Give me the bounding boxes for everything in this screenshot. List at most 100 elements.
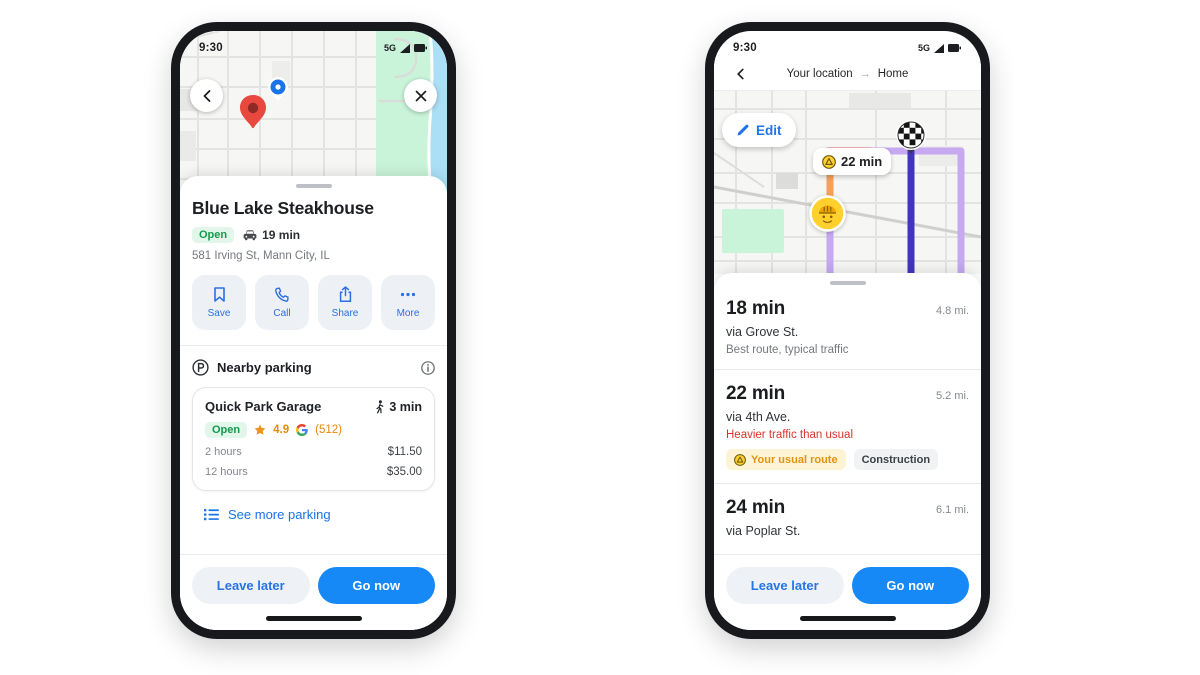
close-button[interactable] (404, 79, 437, 112)
action-label: Share (331, 308, 359, 319)
pencil-icon (737, 124, 749, 136)
route-map-canvas (714, 91, 981, 274)
route-map-view[interactable]: Edit 22 min (714, 91, 981, 274)
signal-icon (934, 43, 944, 53)
destination-flag-marker (896, 120, 926, 154)
usual-route-badge-label: Your usual route (751, 453, 838, 466)
clock: 9:30 (733, 42, 757, 54)
phone-left: 9:30 5G (171, 22, 456, 639)
more-button[interactable]: More (381, 275, 435, 330)
route-option-3[interactable]: 24 min 6.1 mi. via Poplar St. (714, 484, 981, 551)
construction-map-marker[interactable] (809, 195, 846, 237)
save-button[interactable]: Save (192, 275, 246, 330)
garage-open-badge: Open (205, 422, 248, 438)
footer-divider (714, 554, 981, 555)
back-button[interactable] (190, 79, 223, 112)
chevron-left-icon (736, 68, 744, 80)
usual-route-icon (734, 453, 746, 466)
place-name: Blue Lake Steakhouse (192, 198, 374, 218)
route-divider (714, 483, 981, 484)
parking-icon (192, 359, 209, 376)
construction-worker-icon (809, 195, 846, 232)
origin-label[interactable]: Your location (786, 67, 853, 80)
destination-pin (240, 95, 266, 129)
edit-label: Edit (756, 122, 782, 138)
routes-card: 18 min 4.8 mi. via Grove St. Best route,… (714, 273, 981, 630)
share-icon (339, 286, 351, 302)
parking-garage-card[interactable]: Quick Park Garage 3 min Open 4.9 (512) (192, 387, 435, 491)
garage-review-count: (512) (315, 424, 342, 436)
share-button[interactable]: Share (318, 275, 372, 330)
usual-route-time-callout[interactable]: 22 min (813, 148, 892, 175)
go-now-button[interactable]: Go now (317, 567, 435, 604)
info-icon[interactable] (421, 360, 435, 375)
phone-right: 9:30 5G Your location → Home (705, 22, 990, 639)
route-divider (714, 369, 981, 370)
section-divider (180, 345, 447, 346)
route-time: 18 min (726, 298, 785, 319)
garage-name: Quick Park Garage (205, 399, 322, 414)
footer-divider (180, 554, 447, 555)
back-button[interactable] (727, 61, 753, 87)
action-label: Save (207, 308, 231, 319)
map-view[interactable] (180, 31, 447, 201)
car-icon (243, 230, 257, 241)
price-row: 2 hours $11.50 (205, 446, 422, 458)
go-now-button[interactable]: Go now (851, 567, 969, 604)
right-footer: Leave later Go now (714, 554, 981, 630)
home-indicator[interactable] (265, 616, 362, 621)
left-footer: Leave later Go now (180, 554, 447, 630)
clock: 9:30 (199, 42, 223, 54)
google-icon (296, 424, 308, 436)
network-label: 5G (917, 43, 930, 53)
drive-time: 19 min (243, 228, 300, 242)
battery-icon (414, 44, 427, 52)
action-bar: Save Call Share More (192, 275, 435, 330)
route-distance: 6.1 mi. (935, 504, 969, 516)
call-button[interactable]: Call (255, 275, 309, 330)
route-via: via Poplar St. (726, 524, 801, 538)
route-via: via Grove St. (726, 325, 799, 339)
usual-route-icon (822, 154, 836, 169)
usual-route-badge: Your usual route (726, 449, 846, 470)
edit-route-button[interactable]: Edit (722, 113, 796, 147)
chevron-left-icon (203, 89, 210, 102)
signal-icon (400, 43, 410, 53)
construction-badge: Construction (853, 449, 939, 470)
route-option-2[interactable]: 22 min 5.2 mi. via 4th Ave. Heavier traf… (714, 370, 981, 483)
price-amount: $35.00 (386, 466, 422, 478)
garage-rating: 4.9 (273, 424, 290, 436)
price-duration: 12 hours (205, 466, 248, 478)
list-icon (204, 509, 219, 521)
route-option-1[interactable]: 18 min 4.8 mi. via Grove St. Best route,… (714, 285, 981, 369)
phone-icon (275, 287, 289, 302)
route-alt-purple (864, 147, 965, 274)
route-header: Your location → Home (714, 57, 981, 91)
place-info: Blue Lake Steakhouse Open 19 min 581 Irv… (180, 188, 447, 262)
leave-later-button[interactable]: Leave later (192, 567, 310, 604)
usual-route-time: 22 min (841, 154, 883, 169)
route-time: 24 min (726, 497, 785, 518)
star-icon (254, 424, 266, 435)
sheet-drag-handle[interactable] (829, 281, 866, 285)
home-indicator[interactable] (799, 616, 896, 621)
route-traffic-warning: Heavier traffic than usual (726, 429, 853, 441)
nearby-parking-section: Nearby parking Quick Park Garage 3 min O… (180, 346, 447, 522)
place-address: 581 Irving St, Mann City, IL (192, 250, 330, 262)
price-amount: $11.50 (387, 446, 422, 458)
open-status-badge: Open (192, 227, 235, 243)
route-arrow-icon: → (859, 67, 871, 80)
route-time: 22 min (726, 383, 785, 404)
price-duration: 2 hours (205, 446, 242, 458)
see-more-parking-link[interactable]: See more parking (192, 491, 435, 522)
walking-icon (376, 399, 384, 413)
left-status-bar: 9:30 5G (180, 39, 447, 57)
price-row: 12 hours $35.00 (205, 466, 422, 478)
destination-label[interactable]: Home (877, 67, 909, 80)
close-icon (415, 90, 426, 101)
sheet-drag-handle[interactable] (295, 184, 332, 188)
route-note: Best route, typical traffic (726, 344, 849, 356)
leave-later-button[interactable]: Leave later (726, 567, 844, 604)
network-label: 5G (383, 43, 396, 53)
route-via: via 4th Ave. (726, 410, 791, 424)
